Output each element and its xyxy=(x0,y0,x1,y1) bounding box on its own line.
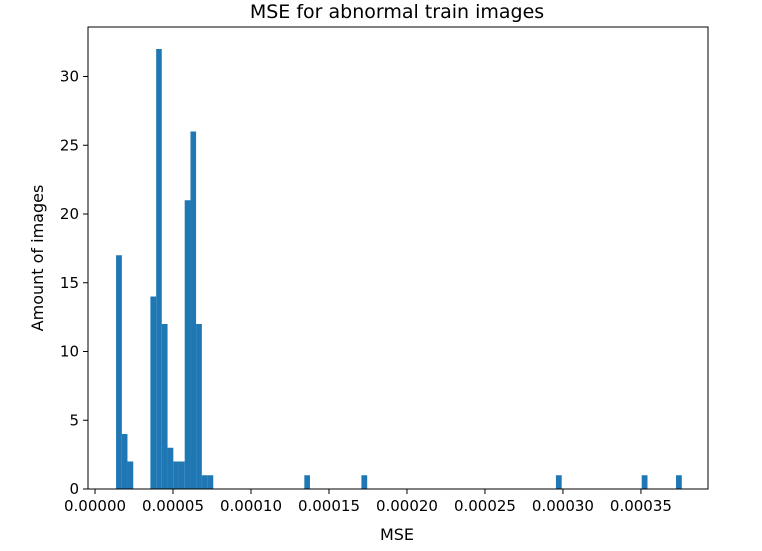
y-tick-label: 5 xyxy=(69,411,79,429)
histogram-bar xyxy=(190,131,197,489)
histogram-bar xyxy=(127,461,134,489)
y-axis-label: Amount of images xyxy=(28,185,47,332)
histogram-bar xyxy=(121,434,128,489)
histogram-bar xyxy=(167,447,174,489)
histogram-bar xyxy=(555,475,562,489)
y-tick-label: 10 xyxy=(60,343,79,361)
x-tick-label: 0.00025 xyxy=(454,497,516,515)
y-tick-label: 15 xyxy=(60,274,79,292)
x-tick-label: 0.00035 xyxy=(610,497,672,515)
x-tick-label: 0.00000 xyxy=(64,497,126,515)
x-tick-label: 0.00030 xyxy=(532,497,594,515)
plot-frame xyxy=(87,26,709,490)
histogram-bar xyxy=(156,49,162,489)
y-tick-label: 30 xyxy=(60,68,79,86)
histogram-bar xyxy=(161,324,168,489)
histogram-bar xyxy=(116,255,122,489)
histogram-bar xyxy=(201,475,208,489)
x-tick-label: 0.00010 xyxy=(220,497,282,515)
histogram-bar xyxy=(173,461,179,489)
histogram-bar xyxy=(641,475,648,489)
histogram-bar xyxy=(676,475,682,489)
histogram-bar xyxy=(361,475,368,489)
x-tick-label: 0.00005 xyxy=(142,497,204,515)
histogram-bar xyxy=(184,200,191,489)
histogram-bar xyxy=(196,324,202,489)
bars-group xyxy=(116,49,682,489)
y-axis: 0 5 10 15 20 25 30 xyxy=(60,68,88,498)
histogram-bar xyxy=(150,296,157,489)
y-tick-label: 20 xyxy=(60,205,79,223)
y-tick-label: 25 xyxy=(60,136,79,154)
x-tick-label: 0.00015 xyxy=(298,497,360,515)
y-tick-label: 0 xyxy=(69,480,79,498)
x-axis: 0.00000 0.00005 0.00010 0.00015 0.00020 0.000… xyxy=(64,489,672,515)
x-axis-label: MSE xyxy=(380,525,414,544)
histogram-bar xyxy=(207,475,214,489)
histogram-bar xyxy=(304,475,310,489)
histogram-bar xyxy=(178,461,185,489)
x-tick-label: 0.00020 xyxy=(376,497,438,515)
chart-title: MSE for abnormal train images xyxy=(250,1,544,23)
